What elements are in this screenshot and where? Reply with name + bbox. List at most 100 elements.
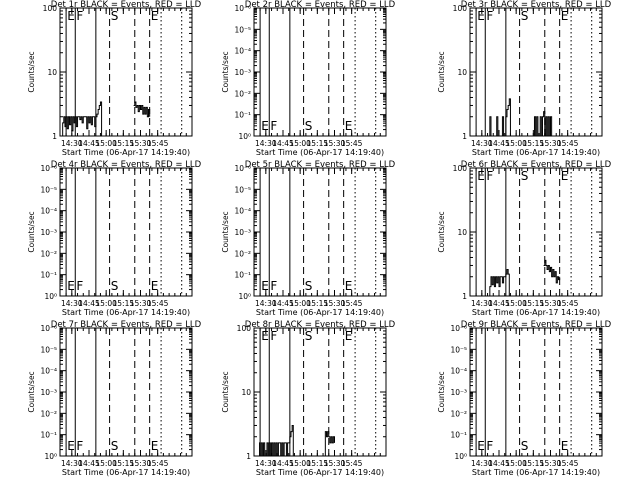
y-tick-label: 10⁻³ <box>450 388 467 397</box>
event-letter-label: E <box>477 9 485 23</box>
panel-9: Det 9r BLACK = Events, RED = LLD 10⁰ 10⁻¹ 1… <box>437 320 612 477</box>
event-rate-series <box>258 424 335 457</box>
x-tick-label: 15:15 <box>523 299 545 308</box>
y-tick-label: 1 <box>52 132 57 141</box>
event-letter-label: E <box>345 119 353 133</box>
plot-frame <box>469 327 603 457</box>
y-tick-label: 10⁰ <box>454 452 467 461</box>
event-letter-label: E <box>477 439 485 453</box>
x-tick-label: 14:45 <box>488 139 510 148</box>
y-tick-label: 10⁻² <box>450 409 467 418</box>
y-tick-label: 10⁻³ <box>234 228 251 237</box>
plot-frame <box>253 327 387 457</box>
x-tick-label: 14:30 <box>61 299 83 308</box>
y-tick-label: 10⁻⁴ <box>450 367 467 376</box>
y-tick-label: 10⁰ <box>238 292 251 301</box>
y-tick-label: 100 <box>43 4 58 13</box>
event-letter-label: E <box>67 9 75 23</box>
panel-title: Det 8r BLACK = Events, RED = LLD <box>245 320 396 330</box>
event-letter-label: E <box>67 439 75 453</box>
x-axis-label: Start Time (06-Apr-17 14:19:40) <box>62 148 190 157</box>
plot-frame <box>469 167 603 297</box>
panel-title: Det 6r BLACK = Events, RED = LLD <box>461 160 612 170</box>
y-tick-label: 10 <box>241 388 251 397</box>
event-letter-label: S <box>521 169 529 183</box>
x-tick-label: 15:45 <box>341 139 363 148</box>
event-letter-label: F <box>270 329 277 343</box>
y-tick-label: 10⁻² <box>234 249 251 258</box>
x-tick-label: 15:30 <box>540 139 562 148</box>
panel-6: Det 6r BLACK = Events, RED = LLD 1 10 100 Co… <box>437 160 612 317</box>
x-tick-label: 14:45 <box>488 459 510 468</box>
y-tick-label: 1 <box>462 292 467 301</box>
x-tick-label: 15:45 <box>341 299 363 308</box>
plot-frame <box>253 7 387 137</box>
y-axis-label: Counts/sec <box>27 51 36 92</box>
event-letter-label: S <box>111 439 119 453</box>
panel-title: Det 3r BLACK = Events, RED = LLD <box>461 0 612 10</box>
x-tick-label: 14:30 <box>61 459 83 468</box>
y-axis-label: Counts/sec <box>437 211 446 252</box>
y-tick-label: 10⁻⁴ <box>40 207 57 216</box>
event-letter-label: E <box>561 169 569 183</box>
x-tick-label: 14:45 <box>78 459 100 468</box>
panel-8: Det 8r BLACK = Events, RED = LLD 1 10 100 Co… <box>221 320 396 477</box>
y-axis-label: Counts/sec <box>27 211 36 252</box>
x-tick-label: 15:15 <box>113 459 135 468</box>
y-tick-label: 10⁻¹ <box>450 431 467 440</box>
event-letter-label: E <box>261 329 269 343</box>
y-tick-label: 10⁻⁶ <box>40 164 57 173</box>
event-letter-label: F <box>76 439 83 453</box>
x-tick-label: 15:45 <box>557 139 579 148</box>
x-tick-label: 15:15 <box>523 459 545 468</box>
panel-2: Det 2r BLACK = Events, RED = LLD 10⁰ 10⁻¹ 1… <box>221 0 396 157</box>
event-letter-label: E <box>151 439 159 453</box>
plot-frame <box>253 167 387 297</box>
event-letter-label: E <box>261 279 269 293</box>
y-tick-label: 10⁻⁶ <box>234 4 251 13</box>
y-tick-label: 10⁻⁵ <box>234 185 251 194</box>
y-tick-label: 1 <box>462 132 467 141</box>
panel-3: Det 3r BLACK = Events, RED = LLD 1 10 100 Co… <box>437 0 612 157</box>
event-letter-label: S <box>305 329 313 343</box>
x-tick-label: 14:45 <box>272 299 294 308</box>
y-tick-label: 10⁻³ <box>234 68 251 77</box>
y-tick-label: 10 <box>457 228 467 237</box>
x-tick-label: 15:45 <box>147 459 169 468</box>
event-letter-label: S <box>111 279 119 293</box>
x-tick-label: 15:00 <box>505 299 527 308</box>
event-rate-series <box>488 98 553 137</box>
x-tick-label: 15:00 <box>95 299 117 308</box>
x-tick-label: 15:45 <box>341 459 363 468</box>
x-tick-label: 15:00 <box>289 459 311 468</box>
event-letter-label: E <box>151 279 159 293</box>
x-tick-label: 14:45 <box>78 139 100 148</box>
event-letter-label: E <box>345 329 353 343</box>
x-tick-label: 15:00 <box>289 299 311 308</box>
x-axis-label: Start Time (06-Apr-17 14:19:40) <box>62 468 190 477</box>
plot-frame <box>59 167 193 297</box>
y-tick-label: 10⁻⁵ <box>234 25 251 34</box>
event-letter-label: S <box>111 9 119 23</box>
y-tick-label: 100 <box>453 164 468 173</box>
event-letter-label: F <box>270 279 277 293</box>
panel-title: Det 2r BLACK = Events, RED = LLD <box>245 0 396 10</box>
event-letter-label: S <box>305 279 313 293</box>
event-letter-label: E <box>477 169 485 183</box>
plot-frame <box>59 327 193 457</box>
x-tick-label: 15:30 <box>324 139 346 148</box>
x-tick-label: 15:00 <box>95 459 117 468</box>
y-tick-label: 10⁻⁴ <box>234 207 251 216</box>
x-axis-label: Start Time (06-Apr-17 14:19:40) <box>472 308 600 317</box>
x-tick-label: 15:30 <box>324 299 346 308</box>
y-tick-label: 10⁻¹ <box>234 271 251 280</box>
x-tick-label: 14:30 <box>255 139 277 148</box>
x-tick-label: 15:15 <box>307 459 329 468</box>
x-tick-label: 14:30 <box>255 299 277 308</box>
x-tick-label: 15:00 <box>505 459 527 468</box>
x-tick-label: 15:30 <box>130 459 152 468</box>
y-axis-label: Counts/sec <box>27 371 36 412</box>
y-tick-label: 10⁻³ <box>40 388 57 397</box>
x-axis-label: Start Time (06-Apr-17 14:19:40) <box>472 148 600 157</box>
y-tick-label: 1 <box>246 452 251 461</box>
